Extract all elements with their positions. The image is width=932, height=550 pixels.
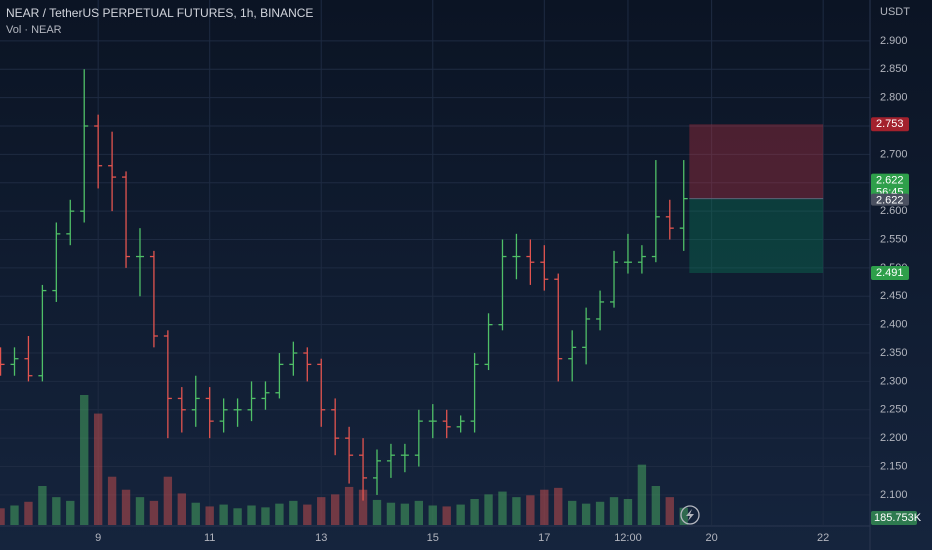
volume-bar [623, 499, 633, 525]
entry-tag-label: 2.622 [876, 195, 904, 207]
y-tick-label: 2.200 [880, 432, 908, 444]
volume-bar [498, 491, 507, 525]
volume-bar [372, 499, 382, 525]
volume-bar [177, 493, 186, 525]
volume-bar [121, 489, 131, 525]
volume-bar [512, 497, 521, 525]
target-tag-label: 2.491 [876, 267, 904, 279]
volume-bar [0, 508, 5, 525]
stop-zone [689, 124, 824, 199]
volume-bar [358, 489, 368, 525]
volume-bar [637, 464, 647, 525]
volume-bar [205, 506, 214, 525]
volume-bar [135, 497, 145, 525]
volume-bar [540, 489, 549, 525]
y-tick-label: 2.450 [880, 290, 908, 302]
volume-bar [233, 508, 242, 525]
volume-bar [303, 504, 312, 525]
last-price-tag-label: 2.622 [876, 175, 904, 187]
y-tick-label: 2.600 [880, 205, 908, 217]
volume-bar [665, 497, 674, 525]
x-tick-label: 12:00 [614, 532, 642, 544]
x-tick-label: 13 [315, 532, 327, 544]
volume-bar [526, 495, 535, 525]
volume-bar [568, 500, 577, 525]
volume-bar [80, 395, 89, 525]
volume-bar [679, 507, 688, 525]
y-tick-label: 2.900 [880, 35, 908, 47]
volume-bar [442, 506, 451, 525]
y-tick-label: 2.550 [880, 233, 908, 245]
volume-bar [595, 501, 605, 525]
x-tick-label: 9 [95, 532, 101, 544]
y-tick-label: 2.400 [880, 319, 908, 331]
target-zone [689, 198, 824, 273]
y-tick-label: 2.850 [880, 63, 908, 75]
volume-bar [24, 501, 33, 525]
volume-bar [386, 502, 396, 525]
volume-bar [330, 494, 340, 525]
volume-bar [38, 486, 47, 525]
volume-bar [149, 500, 159, 525]
volume-tag-label: 185.753K [874, 512, 922, 524]
volume-bar [219, 504, 228, 525]
volume-bar [344, 486, 354, 525]
volume-bar [609, 497, 619, 525]
replay-icon[interactable] [680, 505, 700, 525]
volume-bar [10, 505, 19, 525]
y-tick-label: 2.350 [880, 347, 908, 359]
price-axis: 2.100 2.150 2.200 2.250 2.300 2.350 2.400 2.450… [95, 35, 922, 544]
y-tick-label: 2.250 [880, 404, 908, 416]
volume-bar [428, 505, 437, 525]
volume-bar [400, 503, 410, 525]
volume-bar [93, 413, 103, 525]
volume-bar [66, 500, 75, 525]
x-tick-label: 22 [817, 532, 829, 544]
x-tick-label: 17 [538, 532, 550, 544]
volume-bar [484, 494, 493, 525]
entry-tag [871, 193, 909, 206]
volume-bar [317, 497, 326, 525]
volume-bar [247, 505, 256, 525]
volume-bar [414, 500, 424, 525]
stop-tag-label: 2.753 [876, 118, 904, 130]
y-axis-label: USDT [880, 6, 910, 18]
y-tick-label: 2.150 [880, 460, 908, 472]
y-tick-label: 2.100 [880, 489, 908, 501]
volume-bar [107, 476, 117, 525]
volume-bar [456, 504, 465, 525]
volume-bar [470, 499, 479, 525]
volume-bar [275, 503, 284, 525]
volume-bar [163, 476, 173, 525]
y-tick-label: 2.300 [880, 375, 908, 387]
volume-bar [581, 503, 591, 525]
target-tag [871, 266, 909, 280]
volume-bar [52, 497, 61, 525]
y-tick-label: 2.800 [880, 92, 908, 104]
volume-bar [651, 486, 661, 525]
subtitle: Vol · NEAR [6, 24, 62, 36]
x-tick-label: 20 [705, 532, 717, 544]
plot [0, 69, 824, 525]
volume-bar [289, 500, 298, 525]
chart-title: NEAR / TetherUS PERPETUAL FUTURES, 1h, B… [6, 6, 313, 20]
x-tick-label: 11 [204, 532, 215, 544]
last-price-tag [871, 173, 909, 198]
volume-bar [554, 487, 563, 525]
stop-tag [871, 117, 909, 132]
x-tick-label: 15 [427, 532, 439, 544]
volume-tag [871, 511, 917, 525]
volume-bar [261, 507, 270, 525]
volume-bar [191, 502, 200, 525]
y-tick-label: 2.700 [880, 148, 908, 160]
